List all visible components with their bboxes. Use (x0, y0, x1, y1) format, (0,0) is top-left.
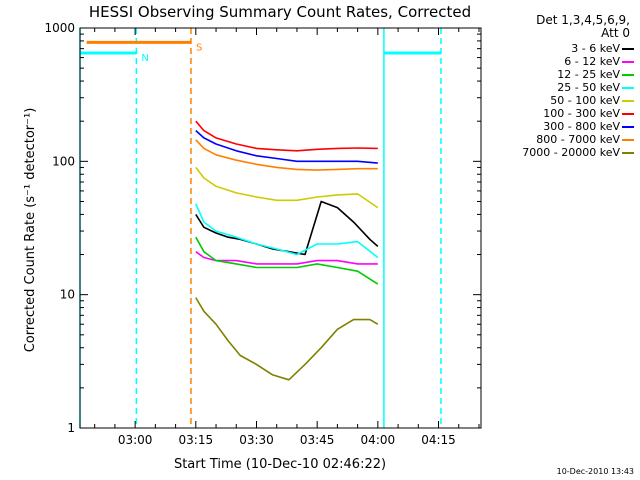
series-line-8 (195, 297, 379, 381)
legend-swatch (622, 100, 634, 102)
x-tick-label-0: 03:00 (118, 433, 153, 447)
legend-item: 50 - 100 keV (490, 94, 638, 107)
legend-label: 12 - 25 keV (557, 68, 620, 81)
legend-swatch (622, 113, 634, 115)
state-flag-S: S (196, 42, 202, 53)
y-tick-label-2: 100 (52, 154, 75, 168)
legend-label: 7000 - 20000 keV (522, 146, 620, 159)
legend-item: 12 - 25 keV (490, 68, 638, 81)
legend-swatch (622, 48, 634, 50)
legend-swatch (622, 87, 634, 89)
y-tick-label-0: 1 (67, 421, 75, 435)
decor-layer: NS (79, 28, 442, 428)
legend-label: 800 - 7000 keV (536, 133, 620, 146)
legend-swatch (622, 61, 634, 63)
legend-label: 100 - 300 keV (543, 107, 620, 120)
series-line-6 (195, 130, 378, 164)
legend-label: 50 - 100 keV (550, 94, 620, 107)
x-tick-label-4: 04:00 (361, 433, 396, 447)
legend-item: 800 - 7000 keV (490, 133, 638, 146)
legend-swatch (622, 139, 634, 141)
legend-header-line-2: Att 0 (601, 26, 630, 40)
legend-swatch (622, 126, 634, 128)
series-line-4 (195, 166, 379, 209)
legend-label: 6 - 12 keV (564, 55, 620, 68)
plot-frame (79, 27, 482, 429)
x-axis-label: Start Time (10-Dec-10 02:46:22) (174, 457, 386, 472)
y-axis-label: Corrected Count Rate (s⁻¹ detector⁻¹) (23, 108, 38, 353)
legend-swatch (622, 74, 634, 76)
legend-label: 3 - 6 keV (571, 42, 620, 55)
y-tick-label-1: 10 (60, 288, 75, 302)
legend-item: 7000 - 20000 keV (490, 146, 638, 159)
series-line-0 (195, 200, 379, 256)
x-tick-label-5: 04:15 (421, 433, 456, 447)
series-line-7 (195, 139, 378, 171)
x-tick-label-1: 03:15 (179, 433, 214, 447)
legend-item: 25 - 50 keV (490, 81, 638, 94)
chart-title: HESSI Observing Summary Count Rates, Cor… (89, 3, 471, 21)
legend-item: 100 - 300 keV (490, 107, 638, 120)
legend-item: 300 - 800 keV (490, 120, 638, 133)
state-flag-N: N (141, 53, 148, 64)
legend-item: 3 - 6 keV (490, 42, 638, 55)
series-layer (195, 120, 379, 381)
series-line-5 (195, 120, 378, 152)
series-line-2 (195, 236, 379, 285)
series-line-1 (195, 251, 378, 265)
legend-item: 6 - 12 keV (490, 55, 638, 68)
legend-label: 300 - 800 keV (543, 120, 620, 133)
y-tick-label-3: 1000 (44, 21, 75, 35)
footer-timestamp: 10-Dec-2010 13:43 (556, 467, 634, 476)
legend-label: 25 - 50 keV (557, 81, 620, 94)
legend-header-line-1: Det 1,3,4,5,6,9, (536, 13, 630, 27)
x-tick-label-2: 03:30 (239, 433, 274, 447)
axis-layer: 03:00 03:15 03:30 03:45 04:00 04:15 1 10 100 1000 (44, 21, 481, 447)
x-tick-label-3: 03:45 (300, 433, 335, 447)
series-line-3 (195, 203, 379, 259)
legend-swatch (622, 152, 634, 154)
